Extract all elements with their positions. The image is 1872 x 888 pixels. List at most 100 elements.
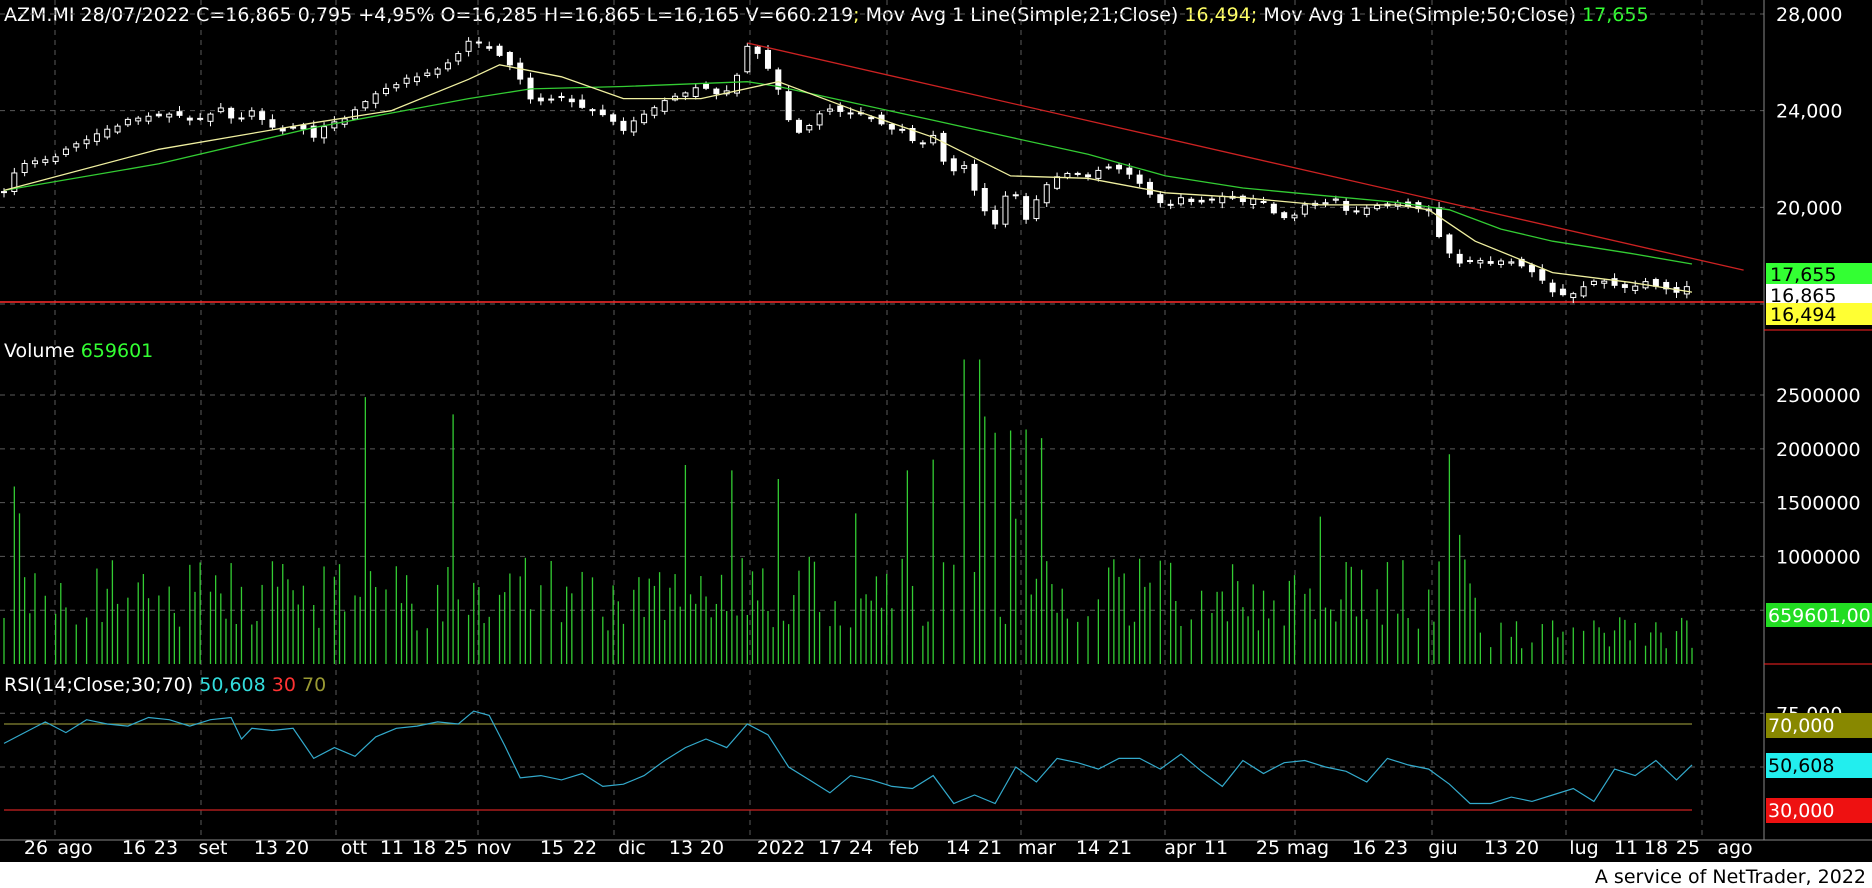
candle-body xyxy=(42,159,49,163)
candle-body xyxy=(465,40,472,52)
candle-body xyxy=(1343,200,1350,211)
candle-body xyxy=(506,52,513,66)
candle-body xyxy=(537,97,544,102)
rsi-header: RSI(14;Close;30;70) 50,608 30 70 xyxy=(4,676,326,695)
x-tick-label: apr xyxy=(1164,837,1196,859)
candle-body xyxy=(816,113,823,126)
candle-body xyxy=(455,53,462,62)
stock-chart: 26 ago 16 23 set 13 20 ott 11 18 25 nov 15 22 dic 13 20 2… xyxy=(0,0,1872,859)
candle-body xyxy=(31,160,38,165)
candle-body xyxy=(1374,204,1381,210)
x-tick-label: 17 xyxy=(818,837,842,859)
candle-body xyxy=(744,45,751,73)
x-tick-label: 2022 xyxy=(757,837,805,859)
x-tick-label: 18 xyxy=(412,837,436,859)
volume-tick-label: 1000000 xyxy=(1776,546,1861,568)
candle-body xyxy=(1054,176,1061,189)
x-tick-label: lug xyxy=(1569,837,1598,859)
ma21-value: 16,494 xyxy=(1184,4,1251,26)
candle-body xyxy=(1477,259,1484,264)
x-tick-label: 25 xyxy=(1676,837,1700,859)
candle-body xyxy=(403,77,410,84)
ma21-line xyxy=(3,64,1693,293)
candle-body xyxy=(1436,207,1443,238)
candle-body xyxy=(310,125,317,138)
candle-body xyxy=(1322,202,1329,205)
volume-header: Volume 659601 xyxy=(4,342,153,361)
candle-body xyxy=(1033,199,1040,220)
candle-body xyxy=(1611,278,1618,286)
footer-bar: A service of NetTrader, 2022 xyxy=(0,862,1872,888)
volume-tick-label: 2500000 xyxy=(1776,385,1861,407)
candle-body xyxy=(764,49,771,69)
price-badge-label: 16,865 xyxy=(1770,285,1836,307)
price-header: AZM.MI 28/07/2022 C=16,865 0,795 +4,95% … xyxy=(4,6,1649,25)
candle-body xyxy=(1126,167,1133,175)
candle-body xyxy=(1167,203,1174,206)
x-tick-label: 20 xyxy=(285,837,309,859)
candle-body xyxy=(940,132,947,162)
rsi-badge-70 xyxy=(1766,713,1872,738)
candle-body xyxy=(269,119,276,128)
candle-body xyxy=(1270,203,1277,214)
candle-body xyxy=(734,74,741,94)
candle-body xyxy=(1291,214,1298,219)
rsi-low: 30 xyxy=(271,674,296,696)
candle-body xyxy=(1683,286,1690,295)
candle-body xyxy=(847,112,854,115)
x-tick-label: 13 xyxy=(669,837,693,859)
candle-body xyxy=(248,110,255,117)
candle-body xyxy=(713,88,720,95)
x-tick-label: 22 xyxy=(573,837,597,859)
candle-body xyxy=(145,115,152,122)
candle-body xyxy=(992,209,999,225)
candle-body xyxy=(826,108,833,112)
candle-body xyxy=(424,72,431,77)
rsi-badge-70-label: 70,000 xyxy=(1768,715,1834,737)
candle-body xyxy=(1105,166,1112,169)
x-tick-label: mar xyxy=(1018,837,1056,859)
candle-body xyxy=(1064,172,1071,178)
candle-body xyxy=(950,158,957,172)
candle-body xyxy=(1621,284,1628,288)
quote-values: C=16,865 0,795 +4,95% O=16,285 H=16,865 … xyxy=(196,4,854,26)
x-tick-label: 16 xyxy=(122,837,146,859)
candle-body xyxy=(1239,195,1246,203)
candle-body xyxy=(517,62,524,80)
candle-body xyxy=(186,117,193,121)
candle-body xyxy=(1250,198,1257,205)
candle-body xyxy=(795,119,802,133)
volume-tick-label: 2000000 xyxy=(1776,439,1861,461)
candle-body xyxy=(568,98,575,103)
price-tick-label: 24,000 xyxy=(1776,101,1842,123)
candle-body xyxy=(62,148,69,155)
candle-body xyxy=(372,93,379,104)
candle-body xyxy=(1652,279,1659,287)
x-tick-label: giu xyxy=(1428,837,1457,859)
candle-body xyxy=(1549,282,1556,293)
candle-body xyxy=(1085,174,1092,178)
candle-body xyxy=(1508,261,1515,264)
candle-body xyxy=(630,120,637,133)
x-tick-label: 23 xyxy=(154,837,178,859)
rsi-high: 70 xyxy=(302,674,327,696)
x-tick-label: 11 xyxy=(380,837,404,859)
candle-body xyxy=(331,121,338,129)
volume-label: Volume xyxy=(4,340,75,362)
candle-body xyxy=(1188,198,1195,202)
rsi-badge-30 xyxy=(1766,798,1872,823)
candle-body xyxy=(754,46,761,54)
price-tick-label: 20,000 xyxy=(1776,197,1842,219)
candle-body xyxy=(1528,264,1535,273)
x-tick-label: 11 xyxy=(1614,837,1638,859)
candle-body xyxy=(1446,234,1453,254)
x-tick-label: 20 xyxy=(1515,837,1539,859)
candle-body xyxy=(52,156,59,162)
candle-body xyxy=(620,120,627,131)
candle-body xyxy=(1281,212,1288,219)
price-badge xyxy=(1766,263,1872,285)
rsi-value: 50,608 xyxy=(199,674,266,696)
candle-body xyxy=(703,83,710,89)
rsi-line xyxy=(3,710,1693,805)
candle-body xyxy=(888,124,895,130)
